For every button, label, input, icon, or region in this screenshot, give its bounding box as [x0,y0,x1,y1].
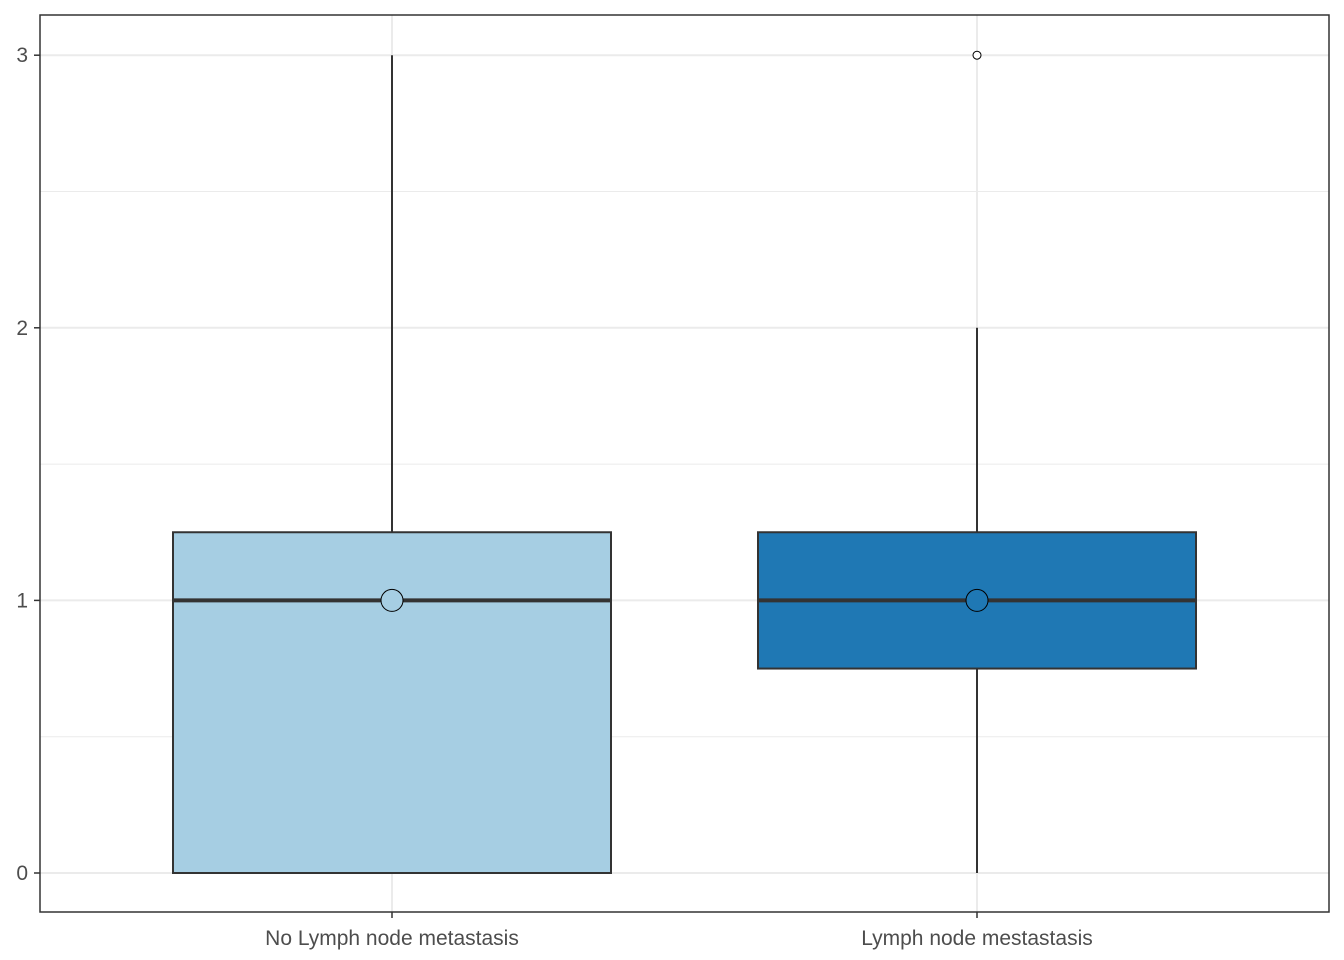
x-tick-label: Lymph node mestastasis [861,927,1093,950]
y-tick-label: 3 [16,44,28,67]
box-group [757,50,1197,873]
mean-point [380,588,404,612]
y-tick-label: 2 [16,317,28,340]
box-body [172,531,612,874]
mean-point [965,588,989,612]
outlier-point [972,50,982,60]
x-tick-label: No Lymph node metastasis [265,927,519,950]
box-layer [172,50,1197,874]
y-tick-label: 0 [16,862,28,885]
axis-layer: 0 1 2 3 No Lymph node metastasis Lymph node m… [16,44,1092,950]
box-group [172,55,612,874]
panel-border [39,14,1330,913]
y-tick-label: 1 [16,589,28,612]
